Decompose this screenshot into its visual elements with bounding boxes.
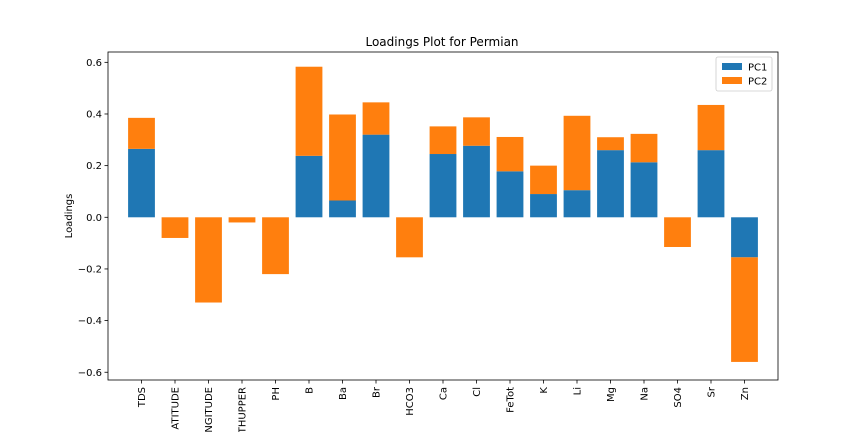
x-tick-label: Na (640, 387, 651, 401)
bar-pc1-fetot (496, 171, 524, 218)
x-tick-label: Cl (472, 387, 483, 397)
bar-pc1-li (563, 190, 591, 218)
bar-pc2-so4 (664, 217, 691, 247)
x-tick-label: B (305, 387, 316, 394)
x-tick-label: Br (372, 386, 383, 398)
y-tick-label: −0.2 (78, 264, 102, 275)
legend-swatch-pc2 (722, 77, 742, 84)
x-tick-label: Li (573, 387, 584, 395)
legend-label-pc1: PC1 (748, 63, 767, 74)
bar-pc1-br (362, 134, 390, 218)
bar-pc2-tds (128, 117, 155, 149)
x-tick-label: Mg (606, 387, 617, 402)
bar-pc1-b (295, 155, 323, 218)
x-tick-label: Ca (439, 387, 450, 400)
y-tick-label: 0.2 (86, 161, 102, 172)
y-tick-label: 0.4 (86, 109, 102, 120)
bar-pc2-sr (697, 104, 725, 151)
x-tick-label: TDS (137, 387, 148, 408)
bar-pc1-mg (597, 150, 624, 218)
bar-pc2-hco3 (396, 217, 423, 258)
bar-pc2-ca (429, 126, 457, 155)
y-tick-label: 0.6 (86, 58, 102, 69)
x-tick-label: SO4 (673, 387, 684, 408)
bar-pc1-zn (731, 217, 758, 258)
bar-pc2-b (295, 66, 323, 156)
bar-pc1-cl (463, 145, 490, 218)
bar-pc2-longitude (195, 217, 222, 303)
x-tick-label: K (539, 387, 550, 394)
bar-pc1-ba (329, 200, 356, 218)
bar-pc2-ba (329, 114, 356, 201)
x-tick-label: Sr (707, 386, 718, 397)
bar-pc2-fetot (496, 136, 524, 172)
x-tick-label: THUPPER (238, 387, 249, 432)
y-tick-label: −0.6 (78, 368, 102, 379)
x-tick-label: ATITUDE (171, 387, 182, 430)
y-tick-label: −0.4 (78, 316, 102, 327)
bar-pc1-k (530, 194, 557, 218)
y-tick-label: 0.0 (86, 213, 102, 224)
bar-pc2-depthupper (228, 217, 256, 223)
bars-layer (128, 66, 758, 362)
bar-pc2-cl (463, 117, 490, 146)
bar-pc2-ph (262, 217, 289, 275)
chart-title: Loadings Plot for Permian (365, 35, 518, 49)
bar-pc1-na (630, 162, 658, 218)
y-axis-label: Loadings (64, 194, 75, 239)
bar-pc2-k (530, 165, 557, 195)
x-tick-label: FeTot (506, 387, 517, 413)
legend-label-pc2: PC2 (748, 77, 767, 88)
axes-layer: −0.6 −0.4 −0.2 0.0 0.2 0.4 0.6 TDS ATITUDE NGITUD… (78, 51, 779, 432)
bar-pc2-zn (731, 257, 758, 362)
x-tick-label: PH (271, 387, 282, 401)
legend-swatch-pc1 (722, 63, 742, 70)
bar-pc2-na (630, 133, 658, 163)
bar-pc2-mg (597, 137, 624, 151)
x-tick-label: NGITUDE (204, 387, 215, 432)
bar-pc2-br (362, 102, 390, 135)
x-tick-label: Ba (338, 387, 349, 400)
x-tick-label: Zn (740, 387, 751, 400)
bar-pc1-ca (429, 154, 457, 218)
bar-pc2-li (563, 115, 591, 191)
bar-pc2-latitude (161, 217, 189, 238)
x-tick-label: HCO3 (405, 387, 416, 416)
bar-pc1-tds (128, 148, 155, 218)
bar-pc1-sr (697, 150, 725, 218)
